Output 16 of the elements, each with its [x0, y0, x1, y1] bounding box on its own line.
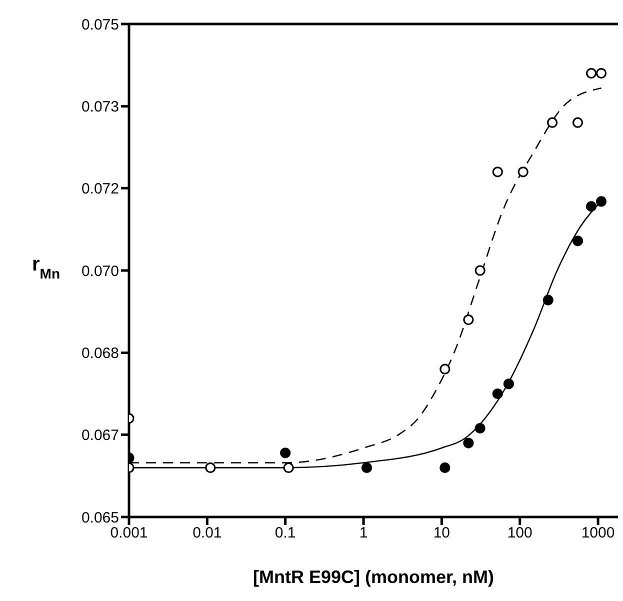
- x-tick-label: 100: [507, 524, 532, 542]
- y-tick-label: 0.070: [81, 262, 119, 280]
- x-tick-label: 1000: [581, 524, 615, 542]
- x-tick-label: 1: [359, 524, 368, 542]
- y-tick-label: 0.067: [81, 426, 119, 444]
- y-axis-title: r$_{Mn}$: [32, 254, 60, 282]
- y-tick-label: 0.068: [81, 345, 119, 362]
- y-tick-label: 0.072: [81, 180, 119, 198]
- y-tick-label: 0.073: [81, 98, 119, 116]
- y-tick-label: 0.075: [81, 16, 119, 34]
- x-tick-label: 0.01: [192, 524, 222, 542]
- x-axis-title: [MntR E99C] (monomer, nM): [253, 567, 494, 587]
- x-tick-label: 0.001: [110, 524, 148, 542]
- x-tick-label: 10: [433, 524, 450, 542]
- x-tick-label: 0.1: [274, 524, 296, 542]
- y-tick-label: 0.065: [81, 509, 119, 526]
